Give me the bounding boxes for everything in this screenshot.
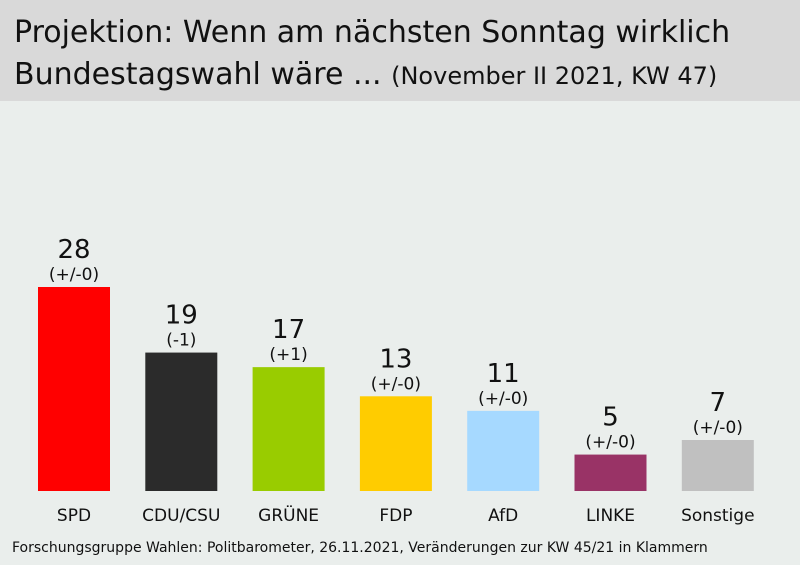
change-label-0: (+/-0)	[49, 265, 99, 285]
change-label-1: (-1)	[166, 331, 196, 351]
chart-header: Projektion: Wenn am nächsten Sonntag wir…	[0, 0, 800, 101]
change-label-5: (+/-0)	[585, 433, 635, 453]
category-label-6: Sonstige	[681, 506, 754, 526]
value-label-2: 17	[272, 315, 305, 345]
value-label-3: 13	[379, 344, 412, 374]
category-label-0: SPD	[57, 506, 91, 526]
category-label-2: GRÜNE	[258, 504, 319, 526]
change-label-3: (+/-0)	[371, 374, 421, 394]
value-label-1: 19	[165, 301, 198, 331]
value-label-6: 7	[710, 388, 727, 418]
bar-0	[38, 287, 110, 491]
change-label-2: (+1)	[269, 345, 307, 365]
bar-5	[574, 454, 647, 491]
bar-1	[145, 352, 218, 491]
change-label-6: (+/-0)	[693, 418, 743, 438]
source-note: Forschungsgruppe Wahlen: Politbarometer,…	[12, 540, 708, 556]
value-label-0: 28	[57, 235, 90, 265]
bar-3	[359, 396, 432, 491]
bar-4	[467, 410, 540, 491]
category-label-3: FDP	[379, 506, 412, 526]
value-label-5: 5	[602, 403, 619, 433]
change-label-4: (+/-0)	[478, 389, 528, 409]
bar-2	[252, 367, 325, 491]
value-label-4: 11	[487, 359, 520, 389]
bar-chart: 28(+/-0)SPD19(-1)CDU/CSU17(+1)GRÜNE13(+/…	[38, 235, 755, 526]
chart-subtitle: (November II 2021, KW 47)	[391, 62, 718, 90]
category-label-1: CDU/CSU	[142, 506, 220, 526]
title-line-1: Projektion: Wenn am nächsten Sonntag wir…	[14, 15, 731, 50]
chart-title: Projektion: Wenn am nächsten Sonntag wir…	[14, 12, 730, 97]
category-label-5: LINKE	[586, 506, 635, 526]
title-line-2: Bundestagswahl wäre ...	[14, 57, 382, 92]
category-label-4: AfD	[488, 506, 518, 526]
bar-6	[681, 440, 754, 491]
